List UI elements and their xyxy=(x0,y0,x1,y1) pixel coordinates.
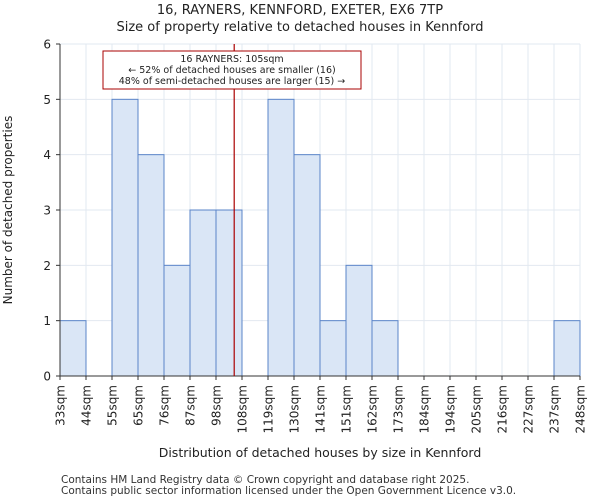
footer-line-2: Contains public sector information licen… xyxy=(61,485,517,497)
bar-141sqm xyxy=(319,320,347,377)
chart-title: 16, RAYNERS, KENNFORD, EXETER, EX6 7TP xyxy=(156,3,444,18)
x-tick-label: 87sqm xyxy=(184,385,198,426)
x-tick-label: 248sqm xyxy=(574,385,588,433)
annotation-frame xyxy=(102,50,362,90)
y-tick-label: 0 xyxy=(43,370,51,384)
y-tick-label: 6 xyxy=(43,38,51,52)
x-tick-label: 205sqm xyxy=(470,385,484,433)
x-tick-label: 119sqm xyxy=(262,385,276,433)
bar-162sqm xyxy=(371,320,399,377)
annotation-line-3: 48% of semi-detached houses are larger (… xyxy=(119,76,346,87)
x-tick-label: 216sqm xyxy=(496,385,510,433)
bar-237sqm xyxy=(553,320,581,377)
bar-65sqm xyxy=(137,154,165,377)
x-tick-label: 151sqm xyxy=(340,385,354,433)
x-tick-label: 237sqm xyxy=(548,385,562,433)
y-tick-label: 4 xyxy=(43,148,51,162)
x-axis-label: Distribution of detached houses by size … xyxy=(159,445,482,460)
x-tick-label: 194sqm xyxy=(444,385,458,433)
x-tick-label: 108sqm xyxy=(236,385,250,433)
x-tick-label: 173sqm xyxy=(392,385,406,433)
y-tick-label: 1 xyxy=(43,314,51,328)
x-tick-label: 227sqm xyxy=(522,385,536,433)
y-axis-label: Number of detached properties xyxy=(1,116,15,305)
footer-line-1: Contains HM Land Registry data © Crown c… xyxy=(61,474,470,486)
annotation-line-1: 16 RAYNERS: 105sqm xyxy=(180,54,283,65)
y-tick-label: 3 xyxy=(43,204,51,218)
x-tick-label: 130sqm xyxy=(288,385,302,433)
y-tick-label: 5 xyxy=(43,93,51,107)
bar-130sqm xyxy=(293,154,321,377)
chart-subtitle: Size of property relative to detached ho… xyxy=(116,20,484,35)
bar-76sqm xyxy=(163,264,191,377)
x-tick-label: 55sqm xyxy=(106,385,120,426)
bar-98sqm xyxy=(215,209,243,377)
bar-119sqm xyxy=(267,98,295,377)
x-tick-label: 65sqm xyxy=(132,385,146,426)
bar-33sqm xyxy=(59,320,87,377)
x-tick-label: 76sqm xyxy=(158,385,172,426)
axes xyxy=(56,43,581,380)
bar-151sqm xyxy=(345,264,373,377)
annotation-line-2: ← 52% of detached houses are smaller (16… xyxy=(128,65,335,76)
bar-87sqm xyxy=(189,209,217,377)
x-tick-label: 44sqm xyxy=(80,385,94,426)
x-tick-label: 98sqm xyxy=(210,385,224,426)
x-tick-label: 141sqm xyxy=(314,385,328,433)
x-tick-label: 184sqm xyxy=(418,385,432,433)
y-tick-label: 2 xyxy=(43,259,51,273)
x-tick-label: 33sqm xyxy=(54,385,68,426)
annotation-box: 16 RAYNERS: 105sqm← 52% of detached hous… xyxy=(102,50,362,90)
x-tick-label: 162sqm xyxy=(366,385,380,433)
tick-labels: 0 1 2 3 4 5 6 33sqm 44sqm 55sqm 65sqm 76sqm 87sqm 98s… xyxy=(43,38,587,434)
bar-55sqm xyxy=(111,98,139,377)
